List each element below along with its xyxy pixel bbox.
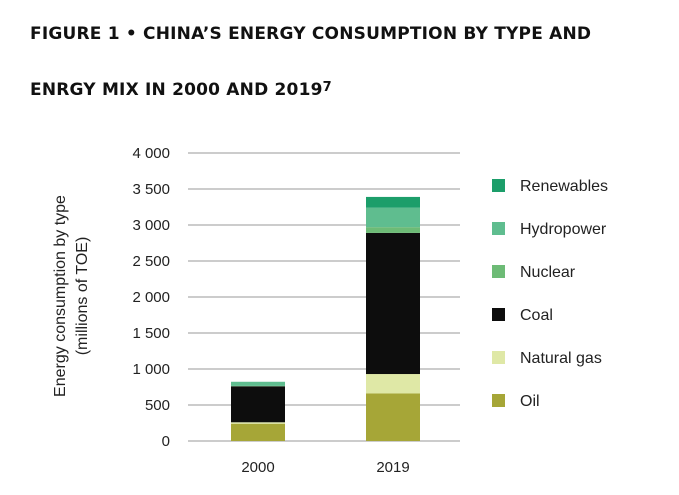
- chart-title-text: ENRGY MIX IN 2000 AND 2019: [30, 80, 323, 100]
- bar-segment-nuclear-2019: [366, 227, 420, 233]
- y-tick-label: 4 000: [132, 145, 170, 162]
- bar-segment-coal-2019: [366, 232, 420, 375]
- y-tick-label: 500: [145, 397, 170, 414]
- y-axis-label: Energy consumption by type (millions of …: [52, 195, 91, 397]
- legend-swatch: [492, 222, 505, 235]
- bars: [231, 196, 420, 441]
- legend-swatch: [492, 308, 505, 321]
- y-tick-label: 0: [162, 433, 170, 450]
- legend-label: Coal: [520, 307, 553, 324]
- bar-segment-natural-gas-2019: [366, 374, 420, 394]
- bar-segment-hydropower-2019: [366, 207, 420, 228]
- y-axis-ticks: 0 500 1 000 1 500 2 000 2 500 3 000 3 500 4 000: [132, 145, 170, 450]
- legend-swatch: [492, 179, 505, 192]
- legend-label: Hydropower: [520, 221, 607, 238]
- bar-segment-oil-2019: [366, 393, 420, 441]
- y-tick-label: 2 500: [132, 253, 170, 270]
- legend-swatch: [492, 394, 505, 407]
- y-axis-label-line-1: Energy consumption by type: [52, 195, 69, 397]
- bar-segment-natural-gas-2000: [231, 422, 285, 424]
- legend-label: Nuclear: [520, 264, 576, 281]
- y-tick-label: 1 000: [132, 361, 170, 378]
- y-tick-label: 2 000: [132, 289, 170, 306]
- legend-swatch: [492, 265, 505, 278]
- bar-segment-hydropower-2000: [231, 381, 285, 386]
- y-axis-label-line-2: (millions of TOE): [74, 237, 91, 356]
- bar-segment-oil-2000: [231, 423, 285, 441]
- chart-title-line-2: ENRGY MIX IN 2000 AND 20197: [30, 80, 660, 100]
- bar-segment-renewables-2019: [366, 196, 420, 208]
- title-footnote-marker: 7: [322, 80, 332, 95]
- x-axis-categories: 2000 2019: [241, 459, 409, 476]
- legend-label: Renewables: [520, 178, 608, 195]
- legend: Renewables Hydropower Nuclear Coal Natural g…: [492, 178, 608, 410]
- y-tick-label: 3 000: [132, 217, 170, 234]
- x-category-label: 2019: [376, 459, 409, 476]
- x-category-label: 2000: [241, 459, 274, 476]
- bar-segment-coal-2000: [231, 386, 285, 423]
- legend-label: Natural gas: [520, 350, 602, 367]
- legend-swatch: [492, 351, 505, 364]
- y-tick-label: 1 500: [132, 325, 170, 342]
- y-tick-label: 3 500: [132, 181, 170, 198]
- chart-title-line-1: FIGURE 1 • CHINA’S ENERGY CONSUMPTION BY…: [30, 24, 592, 44]
- legend-label: Oil: [520, 393, 540, 410]
